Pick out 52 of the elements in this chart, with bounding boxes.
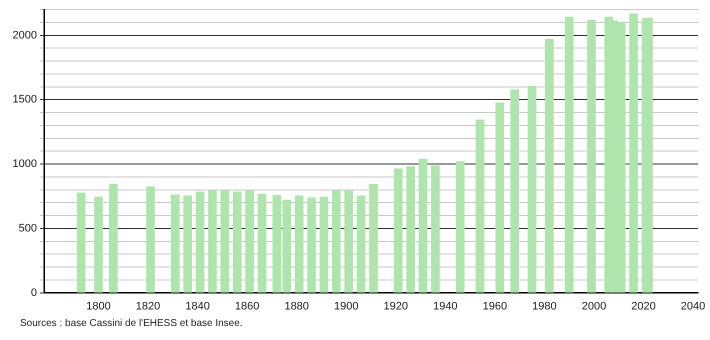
bar [196, 192, 204, 293]
y-tick-label: 1000 [12, 158, 37, 170]
bar [629, 14, 638, 293]
x-tick-label: 2020 [631, 300, 656, 312]
x-tick-label: 2040 [680, 300, 706, 312]
bar [510, 89, 520, 293]
x-tick-label: 1800 [86, 300, 111, 312]
x-tick-label: 1900 [334, 300, 358, 312]
y-tick-label: 1500 [12, 94, 37, 106]
bar [456, 161, 465, 293]
bar [208, 190, 217, 293]
bar [587, 20, 596, 293]
bar [245, 190, 254, 293]
y-tick-label: 500 [18, 222, 37, 234]
y-tick-label: 0 [30, 286, 37, 299]
bar [320, 196, 328, 293]
x-tick-label: 1920 [384, 300, 408, 312]
x-tick-label: 1820 [136, 300, 160, 312]
bar [476, 120, 484, 293]
bar [528, 86, 536, 293]
bar [294, 196, 304, 293]
x-tick-label: 1980 [532, 300, 557, 312]
x-tick-label: 1840 [185, 300, 210, 312]
x-tick-label: 1880 [284, 300, 309, 312]
bar [94, 196, 103, 293]
bar [232, 192, 242, 293]
bar [307, 197, 316, 293]
bar [76, 192, 86, 293]
bar [109, 184, 118, 293]
bar [406, 166, 415, 293]
bar [258, 194, 266, 293]
bar [545, 38, 554, 293]
bar [431, 166, 440, 293]
bar [394, 168, 403, 293]
bar [220, 190, 230, 293]
y-tick-label: 2000 [12, 29, 37, 42]
bar [369, 184, 378, 293]
bar [344, 190, 354, 293]
bar [332, 190, 341, 293]
x-tick-label: 1940 [433, 300, 458, 312]
bar [356, 196, 366, 293]
bar [642, 18, 650, 293]
bar [146, 186, 155, 293]
x-tick-label: 1960 [482, 300, 508, 312]
bar [495, 102, 504, 293]
bar [183, 196, 192, 293]
bar [170, 194, 180, 293]
bar [564, 16, 574, 293]
source-note: Sources : base Cassini de l'EHESS et base Insee. [19, 318, 244, 329]
x-tick-label: 1860 [234, 300, 260, 312]
bar [418, 158, 428, 293]
x-tick-label: 2000 [582, 300, 606, 312]
